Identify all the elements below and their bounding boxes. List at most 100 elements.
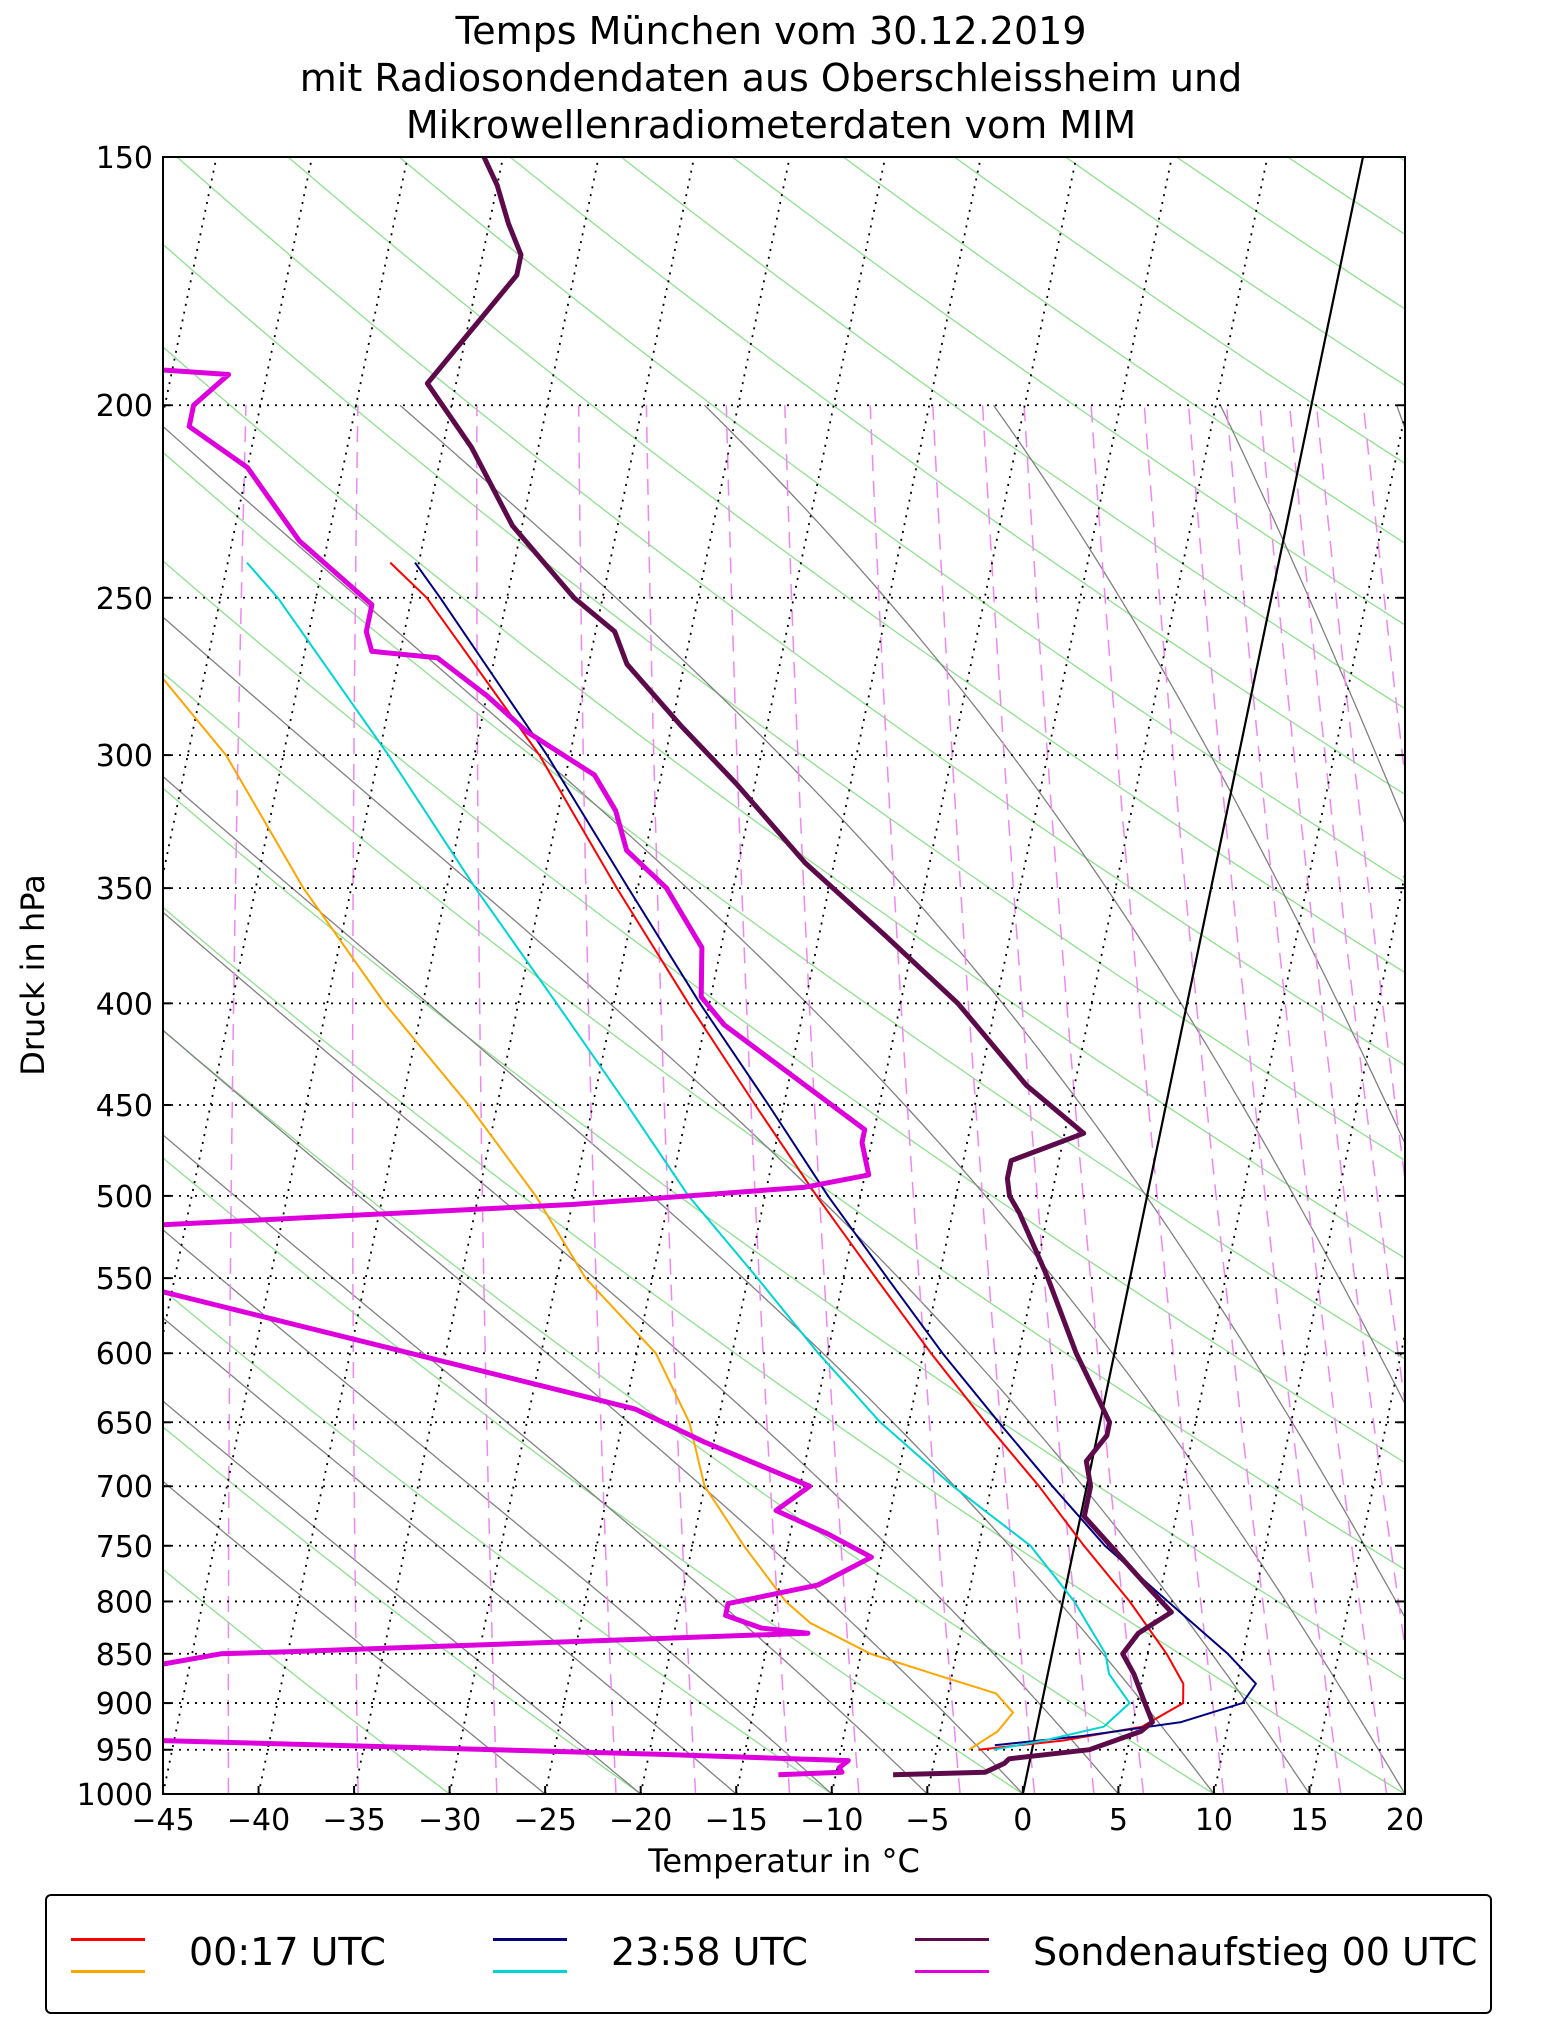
x-tick-label: −40 xyxy=(227,1803,290,1838)
y-tick-label: 800 xyxy=(96,1585,153,1620)
x-tick-label: 0 xyxy=(1013,1803,1032,1838)
legend-swatch-dewpoint xyxy=(915,1970,989,1973)
y-tick-label: 550 xyxy=(96,1262,153,1297)
isotherm xyxy=(163,157,409,1339)
data-series xyxy=(163,157,1257,1778)
mixing-ratio-line xyxy=(1362,405,1405,783)
dry-adiabat xyxy=(163,346,1405,1259)
isotherm xyxy=(1308,1329,1405,1794)
mixing-ratio-line xyxy=(1498,405,1542,1794)
background-lines xyxy=(163,157,1542,1794)
series-line-temperature-0 xyxy=(389,561,1185,1751)
mixing-ratio-line xyxy=(1439,405,1542,1794)
moist-adiabat xyxy=(163,425,1405,1794)
y-tick-label: 200 xyxy=(96,389,153,424)
dry-adiabat xyxy=(163,906,1405,1794)
series-line-temperature-4 xyxy=(424,157,1174,1778)
dry-adiabat xyxy=(1065,157,1405,387)
mixing-ratio-line xyxy=(1402,405,1405,425)
y-tick-label: 950 xyxy=(96,1734,153,1769)
x-tick-label: −10 xyxy=(800,1803,863,1838)
y-tick-label: 750 xyxy=(96,1530,153,1565)
isotherm xyxy=(735,157,1078,1794)
dry-adiabat xyxy=(176,157,1405,1067)
dry-adiabat xyxy=(163,1568,450,1794)
y-tick-label: 900 xyxy=(96,1687,153,1722)
moist-adiabat xyxy=(163,1480,546,1794)
x-tick-label: −5 xyxy=(905,1803,949,1838)
x-tick-label: 10 xyxy=(1195,1803,1233,1838)
y-tick-label: 500 xyxy=(96,1180,153,1215)
mixing-ratio-line xyxy=(351,405,359,1794)
y-axis-label: Druck in hPa xyxy=(14,874,52,1075)
plot-frame xyxy=(162,156,1406,1795)
mixing-ratio-line xyxy=(932,405,1036,1794)
dry-adiabat xyxy=(842,157,1405,545)
x-axis: −45 −40 −35 −30 −25 −20 −15 −10 −5 0 5 10 15 20 xyxy=(131,1786,1424,1838)
moist-adiabat xyxy=(163,1228,833,1794)
dry-adiabat xyxy=(163,672,1405,1571)
y-tick-label: 650 xyxy=(96,1406,153,1441)
y-axis: 1000 950 900 850 800 750 700 650 600 550 500 450 400… xyxy=(77,141,1405,1813)
x-axis-label: Temperatur in °C xyxy=(647,1842,920,1880)
y-tick-label: 1000 xyxy=(77,1778,153,1813)
legend-swatch-temperature xyxy=(493,1938,567,1941)
x-tick-label: −15 xyxy=(705,1803,768,1838)
legend-label: 00:17 UTC xyxy=(189,1930,386,1974)
legend-label: 23:58 UTC xyxy=(611,1930,808,1974)
moist-adiabat xyxy=(163,1029,1024,1794)
moist-adiabat xyxy=(163,775,1215,1794)
dry-adiabat xyxy=(163,1157,1024,1794)
series-line-dewpoint-1 xyxy=(163,677,1014,1751)
x-tick-label: 5 xyxy=(1109,1803,1128,1838)
moist-adiabat xyxy=(704,404,1405,1406)
x-tick-label: 20 xyxy=(1386,1803,1424,1838)
dry-adiabat xyxy=(287,157,1405,974)
dry-adiabat xyxy=(163,560,1405,1464)
mixing-ratio-line xyxy=(645,405,697,1794)
y-tick-label: 450 xyxy=(96,1089,153,1124)
legend: 00:17 UTC 23:58 UTC Sondenaufstieg 00 UT… xyxy=(45,1894,1492,2014)
isotherm xyxy=(163,157,313,879)
legend-swatch-temperature xyxy=(71,1938,145,1941)
moist-adiabat xyxy=(163,616,1311,1794)
chart-title-line-3: Mikrowellenradiometerdaten vom MIM xyxy=(405,103,1137,147)
isotherm xyxy=(163,157,504,1794)
mixing-ratio-line xyxy=(227,405,247,1794)
x-tick-label: −20 xyxy=(609,1803,672,1838)
y-tick-label: 600 xyxy=(96,1337,153,1372)
legend-swatch-dewpoint xyxy=(71,1970,145,1973)
y-tick-label: 400 xyxy=(96,987,153,1022)
x-tick-label: 15 xyxy=(1290,1803,1328,1838)
isotherm xyxy=(544,157,887,1794)
dry-adiabat xyxy=(163,787,1405,1681)
moist-adiabat xyxy=(163,911,1119,1794)
y-tick-label: 150 xyxy=(96,141,153,176)
x-tick-label: −25 xyxy=(513,1803,576,1838)
dry-adiabat xyxy=(731,157,1405,626)
isotherm xyxy=(830,157,1173,1794)
moist-adiabat xyxy=(163,1134,928,1794)
mixing-ratio-line xyxy=(1225,405,1388,1794)
x-tick-label: −35 xyxy=(322,1803,385,1838)
moist-adiabat xyxy=(992,404,1405,1145)
mixing-ratio-line xyxy=(476,405,498,1794)
legend-swatch-dewpoint xyxy=(493,1970,567,1973)
mixing-ratio-line xyxy=(1187,405,1342,1794)
series-line-dewpoint-3 xyxy=(246,561,1131,1751)
x-tick-label: −45 xyxy=(131,1803,194,1838)
y-tick-label: 350 xyxy=(96,872,153,907)
dry-adiabat xyxy=(620,157,1405,710)
moist-adiabat xyxy=(163,1400,642,1794)
dry-adiabat xyxy=(163,243,1405,1162)
dry-adiabat xyxy=(1176,157,1405,310)
dry-adiabat xyxy=(163,1426,642,1794)
mixing-ratio-line xyxy=(1470,405,1542,1794)
dry-adiabat xyxy=(163,1289,833,1794)
mixing-ratio-line xyxy=(577,405,617,1794)
mixing-ratio-line xyxy=(869,405,961,1794)
isotherm xyxy=(639,157,982,1794)
mixing-ratio-line xyxy=(784,405,860,1794)
y-tick-label: 250 xyxy=(96,582,153,617)
mixing-ratio-line xyxy=(1259,405,1405,1653)
